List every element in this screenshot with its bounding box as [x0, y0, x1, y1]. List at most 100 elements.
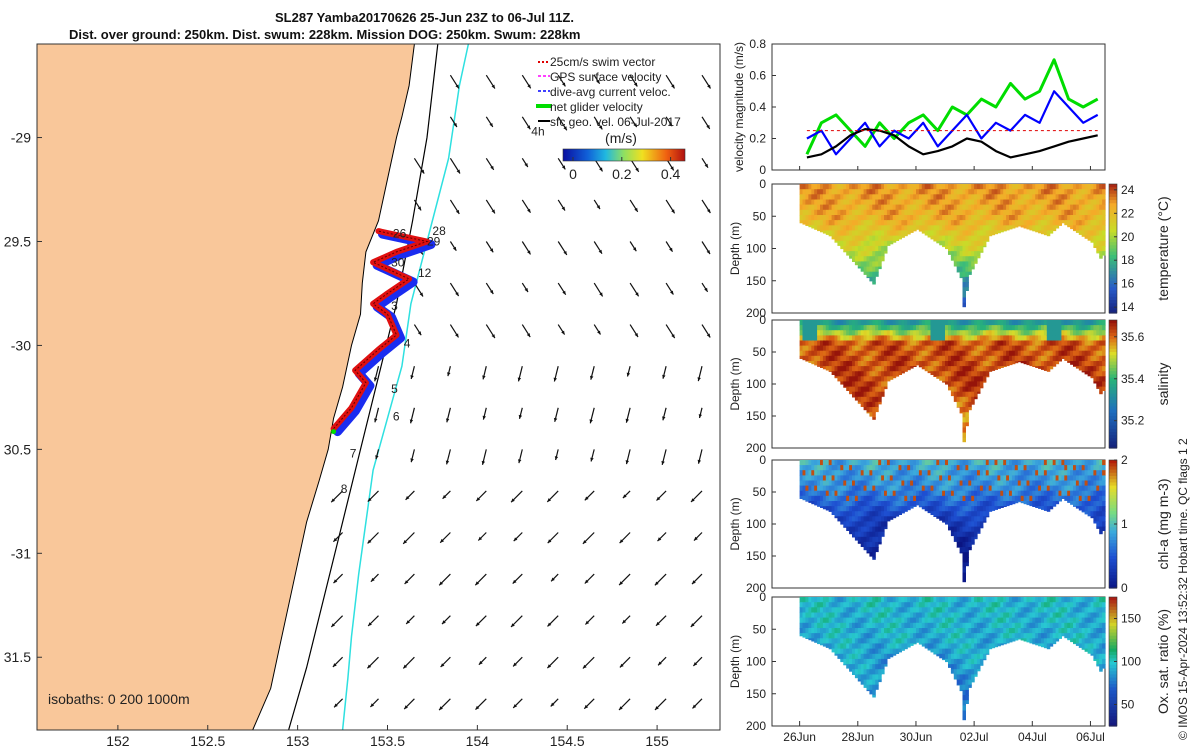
arrow-head: [707, 209, 711, 213]
heatmap-cell: [860, 261, 865, 268]
heatmap-cell: [1081, 215, 1086, 221]
heatmap-cell: [817, 506, 821, 507]
heatmap-cell: [878, 215, 882, 221]
heatmap-cell: [939, 355, 943, 362]
heatmap-cell: [889, 612, 894, 619]
heatmap-cell: [820, 215, 824, 221]
heatmap-cell: [1084, 215, 1089, 221]
heatmap-cell: [1017, 350, 1022, 357]
heatmap-cell: [1075, 320, 1080, 326]
heatmap-cell: [1038, 501, 1042, 507]
heatmap-cell: [840, 366, 844, 372]
heatmap-cell: [869, 225, 873, 232]
heatmap-cell: [895, 470, 900, 476]
heatmap-cell: [820, 638, 824, 645]
heatmap-cell: [849, 209, 853, 216]
heatmap-cell: [895, 189, 900, 195]
heatmap-cell: [869, 261, 873, 268]
heatmap-cell: [979, 495, 984, 502]
heatmap-cell: [988, 501, 993, 507]
heatmap-cell: [857, 355, 862, 362]
heatmap-cell: [869, 350, 873, 357]
map-y-tick-label: -29: [11, 130, 31, 146]
heatmap-cell: [857, 475, 862, 482]
heatmap-cell: [875, 612, 879, 619]
heatmap-cell: [863, 470, 868, 476]
arrow-head: [706, 250, 710, 254]
heatmap-cell: [956, 330, 961, 336]
heatmap-cell: [988, 465, 993, 471]
heatmap-cell: [1049, 320, 1054, 326]
heatmap-cell: [968, 266, 972, 273]
heatmap-cell: [918, 209, 923, 216]
heatmap-cell: [811, 622, 815, 629]
arrow-head: [440, 538, 444, 543]
colorbar-axis-label: chl-a (mg m-3): [1155, 478, 1171, 569]
heatmap-cell: [988, 194, 993, 201]
heatmap-cell: [834, 240, 838, 243]
heatmap-cell: [881, 490, 885, 497]
depth-tick-label: 200: [746, 581, 766, 595]
heatmap-cell: [886, 204, 891, 211]
heatmap-cell: [985, 335, 990, 342]
heatmap-cell: [828, 215, 833, 221]
heatmap-cell: [881, 664, 885, 670]
heatmap-cell: [948, 521, 952, 528]
heatmap-cell: [968, 465, 972, 471]
heatmap-cell: [854, 607, 859, 614]
heatmap-cell: [924, 501, 929, 507]
heatmap-cell: [971, 235, 975, 242]
velocity-arrow: [665, 116, 673, 127]
heatmap-cell: [1096, 521, 1100, 528]
heatmap-cell: [863, 366, 868, 372]
heatmap-cell: [808, 628, 812, 634]
heatmap-cell: [828, 465, 833, 471]
heatmap-cell: [1099, 335, 1103, 342]
heatmap-cell: [834, 184, 838, 190]
heatmap-cell: [977, 386, 981, 393]
heatmap-cell: [872, 475, 876, 482]
heatmap-cell: [805, 189, 809, 195]
heatmap-cell: [854, 669, 859, 675]
heatmap-cell: [1099, 325, 1103, 331]
heatmap-cell: [881, 460, 885, 466]
heatmap-cell: [933, 516, 937, 517]
heatmap-cell: [901, 235, 905, 238]
heatmap-cell: [968, 184, 972, 190]
heatmap-cell: [979, 480, 984, 487]
heatmap-cell: [1041, 194, 1045, 201]
legend-entry: sfc geo. vel. 06-Jul-2017: [538, 115, 681, 129]
heatmap-cell: [866, 215, 870, 221]
heatmap-cell: [968, 541, 972, 548]
colorbar-step: [1109, 287, 1117, 291]
colorbar-step: [1109, 245, 1117, 250]
heatmap-cell: [1014, 495, 1019, 502]
heatmap-cell: [895, 209, 900, 216]
heatmap-cell: [884, 495, 888, 502]
heatmap-cell: [811, 602, 815, 608]
heatmap-cell: [994, 366, 998, 370]
heatmap-cell: [840, 220, 844, 226]
heatmap-cell: [822, 220, 827, 226]
heatmap-cell: [1090, 376, 1094, 379]
heatmap-cell: [1035, 215, 1039, 221]
heatmap-cell: [1090, 361, 1094, 367]
heatmap-cell: [849, 235, 853, 242]
heatmap-cell: [962, 521, 966, 528]
heatmap-cell: [997, 320, 1001, 326]
heatmap-cell: [1017, 345, 1022, 352]
arrow-head: [527, 250, 531, 255]
heatmap-cell: [1029, 209, 1033, 216]
heatmap-cell: [1041, 460, 1045, 466]
heatmap-cell: [997, 495, 1001, 502]
heatmap-cell: [863, 495, 868, 502]
heatmap-cell: [811, 340, 815, 347]
heatmap-cell: [1017, 204, 1022, 211]
heatmap-cell: [799, 209, 804, 216]
heatmap-cell: [808, 340, 812, 347]
velocity-arrow: [512, 698, 523, 709]
heatmap-cell: [1093, 240, 1097, 247]
heatmap-cell: [802, 355, 806, 361]
heatmap-cell: [901, 501, 905, 507]
heatmap-cell: [875, 460, 879, 466]
